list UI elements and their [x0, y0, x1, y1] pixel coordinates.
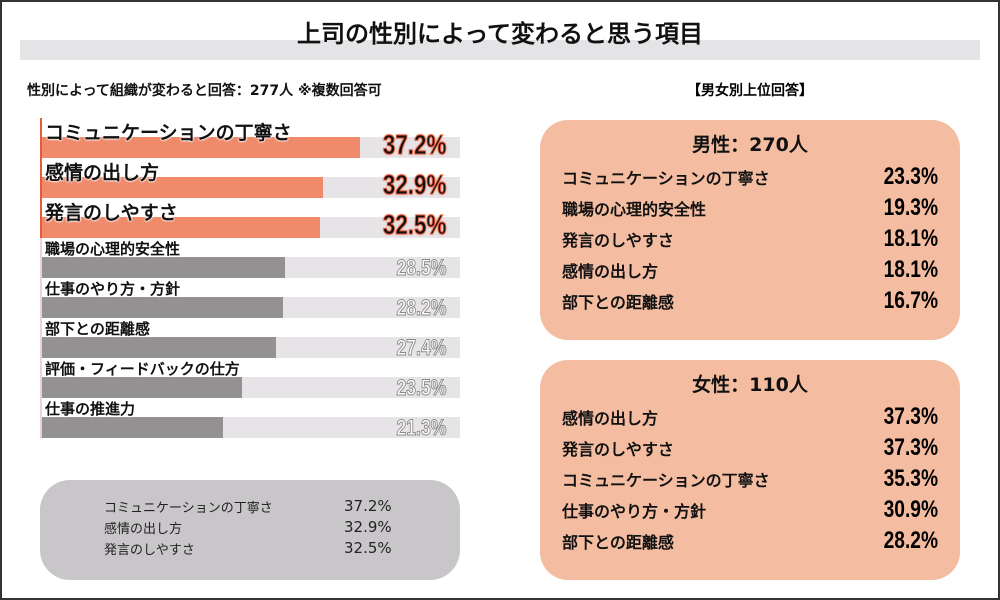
- summary-name: コミュニケーションの丁寧さ: [104, 501, 273, 516]
- summary-row: コミュニケーションの丁寧さ 37.2%: [104, 497, 460, 518]
- bar-row: 仕事の推進力 21.3%: [40, 398, 460, 441]
- female-item: コミュニケーションの丁寧さ 35.3%: [562, 463, 938, 494]
- bar-tick: [40, 278, 42, 318]
- item-name: 仕事のやり方・方針: [562, 501, 707, 521]
- male-box: 男性：270人 コミュニケーションの丁寧さ 23.3% 職場の心理的安全性 19.3%…: [540, 120, 960, 340]
- item-name: コミュニケーションの丁寧さ: [562, 470, 770, 490]
- bar-value-label: 28.5%: [396, 255, 447, 281]
- summary-box: コミュニケーションの丁寧さ 37.2% 感情の出し方 32.9% 発言のしやすさ 32…: [40, 480, 460, 580]
- item-value: 19.3%: [883, 193, 938, 221]
- bar: [40, 297, 283, 318]
- bar: [40, 377, 243, 398]
- bar-value-label: 32.5%: [382, 209, 446, 241]
- bar-tick: [40, 318, 42, 358]
- item-name: 発言のしやすさ: [562, 439, 674, 459]
- summary-row: 発言のしやすさ 32.5%: [104, 539, 460, 560]
- bar-label: 発言のしやすさ: [45, 202, 178, 224]
- item-name: 部下との距離感: [562, 532, 674, 552]
- bar-value-label: 21.3%: [396, 415, 447, 441]
- bar-row: 評価・フィードバックの仕方 23.5%: [40, 358, 460, 401]
- bar: [40, 337, 276, 358]
- bar-value-label: 27.4%: [396, 335, 447, 361]
- summary-name: 感情の出し方: [104, 522, 183, 537]
- female-item: 感情の出し方 37.3%: [562, 401, 938, 432]
- bar-tick: [40, 198, 42, 238]
- bar-label: コミュニケーションの丁寧さ: [45, 122, 292, 144]
- bar-value-label: 37.2%: [382, 129, 446, 161]
- item-value: 18.1%: [883, 255, 938, 283]
- page-title: 上司の性別によって変わると思う項目: [296, 20, 704, 48]
- bar-row: 感情の出し方 32.9%: [40, 158, 460, 201]
- summary-name: 発言のしやすさ: [104, 543, 195, 558]
- male-heading: 男性：270人: [692, 134, 808, 156]
- male-item: コミュニケーションの丁寧さ 23.3%: [562, 161, 938, 192]
- bar-label: 職場の心理的安全性: [45, 240, 181, 258]
- male-item: 発言のしやすさ 18.1%: [562, 223, 938, 254]
- bar-row: コミュニケーションの丁寧さ 37.2%: [40, 118, 460, 161]
- item-value: 28.2%: [883, 526, 938, 554]
- bar: [40, 137, 360, 158]
- item-value: 37.3%: [883, 402, 938, 430]
- item-value: 30.9%: [883, 495, 938, 523]
- item-value: 16.7%: [883, 286, 938, 314]
- bar-tick: [40, 238, 42, 278]
- male-item: 部下との距離感 16.7%: [562, 285, 938, 316]
- bar-value-label: 28.2%: [396, 295, 447, 321]
- bar-tick: [40, 118, 42, 158]
- bar-tick: [40, 158, 42, 198]
- male-item: 職場の心理的安全性 19.3%: [562, 192, 938, 223]
- female-heading: 女性：110人: [692, 374, 808, 396]
- bar-label: 評価・フィードバックの仕方: [45, 360, 240, 378]
- bar: [40, 257, 286, 278]
- bar-value-label: 23.5%: [396, 375, 447, 401]
- bar-tick: [40, 398, 42, 438]
- item-value: 35.3%: [883, 464, 938, 492]
- summary-value: 37.2%: [344, 497, 392, 515]
- female-item: 部下との距離感 28.2%: [562, 525, 938, 556]
- female-box: 女性：110人 感情の出し方 37.3% 発言のしやすさ 37.3% コミュニケーション…: [540, 360, 960, 580]
- right-title: 【男女別上位回答】: [687, 83, 813, 99]
- item-name: コミュニケーションの丁寧さ: [562, 168, 770, 188]
- bar-row: 仕事のやり方・方針 28.2%: [40, 278, 460, 321]
- bar-row: 発言のしやすさ 32.5%: [40, 198, 460, 241]
- bar-label: 感情の出し方: [45, 162, 160, 184]
- item-value: 37.3%: [883, 433, 938, 461]
- bar-label: 仕事の推進力: [45, 400, 136, 418]
- item-name: 職場の心理的安全性: [562, 199, 707, 219]
- item-name: 感情の出し方: [562, 408, 659, 428]
- bar: [40, 217, 320, 238]
- bar: [40, 177, 323, 198]
- female-item: 仕事のやり方・方針 30.9%: [562, 494, 938, 525]
- bar-tick: [40, 358, 42, 398]
- bar: [40, 417, 224, 438]
- bar-value-label: 32.9%: [382, 169, 446, 201]
- bar-row: 部下との距離感 27.4%: [40, 318, 460, 361]
- summary-value: 32.5%: [344, 539, 392, 557]
- bar-row: 職場の心理的安全性 28.5%: [40, 238, 460, 281]
- summary-value: 32.9%: [344, 518, 392, 536]
- summary-row: 感情の出し方 32.9%: [104, 518, 460, 539]
- bar-label: 部下との距離感: [45, 320, 150, 338]
- item-name: 発言のしやすさ: [562, 230, 674, 250]
- title-band: [20, 40, 980, 60]
- item-name: 感情の出し方: [562, 261, 659, 281]
- female-item: 発言のしやすさ 37.3%: [562, 432, 938, 463]
- item-value: 23.3%: [883, 162, 938, 190]
- bar-label: 仕事のやり方・方針: [45, 280, 181, 298]
- chart-subtitle: 性別によって組織が変わると回答：277人 ※複数回答可: [27, 83, 382, 99]
- item-value: 18.1%: [883, 224, 938, 252]
- item-name: 部下との距離感: [562, 292, 674, 312]
- male-item: 感情の出し方 18.1%: [562, 254, 938, 285]
